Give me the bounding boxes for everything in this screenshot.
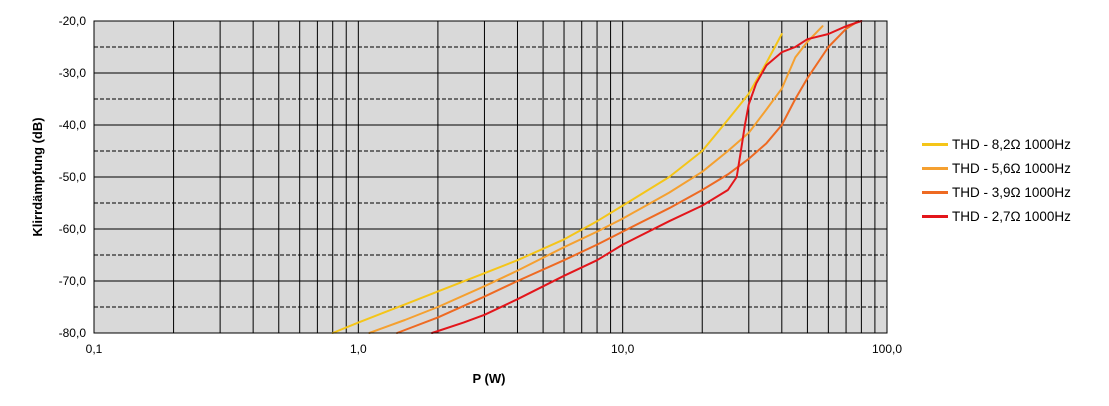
y-tick-label: -50,0 <box>59 170 87 184</box>
legend-swatch <box>922 142 948 146</box>
y-tick-labels: -20,0 -30,0 -40,0 -50,0 -60,0 -70,0 -80,0 <box>59 14 87 340</box>
y-tick-label: -80,0 <box>59 326 87 340</box>
y-tick-label: -70,0 <box>59 274 87 288</box>
y-tick-label: -40,0 <box>59 118 87 132</box>
series-line-1 <box>331 33 783 334</box>
series-line-3 <box>396 20 860 334</box>
legend-item: THD - 3,9Ω 1000Hz <box>922 180 1071 204</box>
x-tick-label: 100,0 <box>872 342 902 356</box>
x-tick-label: 0,1 <box>86 342 103 356</box>
y-tick-label: -20,0 <box>59 14 87 28</box>
legend: THD - 8,2Ω 1000Hz THD - 5,6Ω 1000Hz THD - … <box>922 132 1071 228</box>
legend-item: THD - 8,2Ω 1000Hz <box>922 132 1071 156</box>
legend-item: THD - 2,7Ω 1000Hz <box>922 204 1071 228</box>
x-tick-label: 10,0 <box>611 342 635 356</box>
legend-label: THD - 8,2Ω 1000Hz <box>952 136 1071 152</box>
series-line-4 <box>431 20 863 334</box>
x-axis-title: P (W) <box>473 371 506 386</box>
series-line-2 <box>368 25 824 334</box>
series-lines <box>331 20 863 334</box>
legend-label: THD - 2,7Ω 1000Hz <box>952 208 1071 224</box>
plot-border <box>93 20 888 334</box>
legend-swatch <box>922 166 948 170</box>
y-tick-label: -30,0 <box>59 66 87 80</box>
legend-swatch <box>922 214 948 218</box>
y-tick-label: -60,0 <box>59 222 87 236</box>
legend-label: THD - 5,6Ω 1000Hz <box>952 160 1071 176</box>
y-axis-title: Klirrdämpfung (dB) <box>30 117 45 236</box>
legend-label: THD - 3,9Ω 1000Hz <box>952 184 1071 200</box>
x-tick-label: 1,0 <box>350 342 367 356</box>
legend-item: THD - 5,6Ω 1000Hz <box>922 156 1071 180</box>
legend-swatch <box>922 190 948 194</box>
x-tick-labels: 0,1 1,0 10,0 100,0 <box>86 342 903 356</box>
